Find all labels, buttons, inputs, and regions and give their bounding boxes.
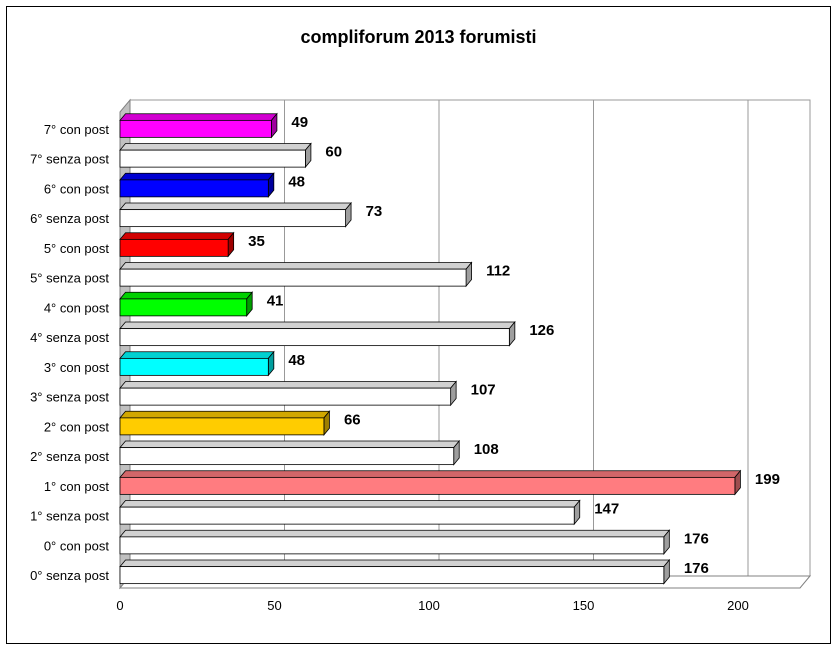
x-tick-label-50: 50 — [267, 598, 281, 613]
category-label-15: 0° senza post — [30, 568, 109, 583]
x-tick-label-200: 200 — [727, 598, 749, 613]
x-tick-label-100: 100 — [418, 598, 440, 613]
data-label-1: 60 — [325, 144, 342, 161]
bar-7 — [119, 328, 510, 347]
data-label-4: 35 — [248, 233, 265, 250]
bar-9 — [119, 387, 452, 406]
data-label-9: 107 — [471, 382, 496, 399]
bar-0 — [119, 119, 272, 138]
bar-top-13 — [119, 500, 581, 508]
category-label-13: 1° senza post — [30, 509, 109, 524]
x-tick-label-0: 0 — [116, 598, 123, 613]
category-label-6: 4° con post — [44, 300, 110, 315]
category-label-9: 3° senza post — [30, 390, 109, 405]
bar-15 — [119, 566, 665, 585]
bar-3 — [119, 209, 346, 228]
bar-14 — [119, 536, 665, 555]
bar-1 — [119, 149, 306, 168]
data-label-8: 48 — [288, 352, 305, 369]
bar-top-14 — [119, 529, 671, 538]
data-label-11: 108 — [474, 441, 499, 458]
data-label-2: 48 — [288, 173, 305, 190]
x-tick-label-150: 150 — [573, 598, 595, 613]
data-label-15: 176 — [684, 560, 709, 577]
bar-top-5 — [119, 262, 473, 270]
bar-12 — [119, 476, 736, 495]
data-label-6: 41 — [267, 292, 284, 309]
category-label-12: 1° con post — [44, 479, 110, 494]
data-label-7: 126 — [529, 322, 554, 339]
bar-top-9 — [119, 381, 457, 389]
bar-11 — [119, 447, 455, 466]
bar-top-15 — [119, 559, 671, 568]
category-label-11: 2° senza post — [30, 449, 109, 464]
category-label-10: 2° con post — [44, 419, 110, 434]
bar-top-7 — [119, 321, 516, 330]
bar-5 — [119, 268, 467, 287]
chart-title: compliforum 2013 forumisti — [300, 27, 537, 47]
data-label-5: 112 — [486, 263, 510, 280]
data-label-10: 66 — [344, 411, 361, 428]
data-label-14: 176 — [684, 530, 709, 547]
bar-top-12 — [119, 470, 742, 478]
bar-2 — [119, 179, 269, 198]
bar-13 — [119, 506, 575, 525]
category-label-1: 7° senza post — [30, 152, 109, 167]
category-label-2: 6° con post — [44, 181, 110, 196]
data-label-13: 147 — [594, 501, 619, 518]
bar-top-2 — [119, 172, 275, 181]
category-label-7: 4° senza post — [30, 330, 109, 345]
bar-top-0 — [119, 113, 278, 121]
bar-6 — [119, 298, 248, 317]
category-label-0: 7° con post — [44, 122, 110, 137]
bar-top-1 — [119, 143, 312, 151]
data-label-0: 49 — [291, 114, 308, 131]
bar-8 — [119, 357, 269, 376]
bar-4 — [119, 238, 229, 257]
data-label-3: 73 — [366, 203, 383, 220]
category-label-14: 0° con post — [44, 538, 110, 553]
bar-top-8 — [119, 351, 275, 359]
bar-top-11 — [119, 440, 461, 449]
bar-10 — [119, 417, 325, 436]
category-label-5: 5° senza post — [30, 271, 109, 286]
bar-top-3 — [119, 202, 352, 211]
bar-top-4 — [119, 232, 235, 240]
bar-top-10 — [119, 410, 331, 419]
category-label-3: 6° senza post — [30, 211, 109, 226]
category-label-8: 3° con post — [44, 360, 110, 375]
category-label-4: 5° con post — [44, 241, 110, 256]
bar-top-6 — [119, 291, 254, 300]
data-label-12: 199 — [755, 471, 780, 488]
